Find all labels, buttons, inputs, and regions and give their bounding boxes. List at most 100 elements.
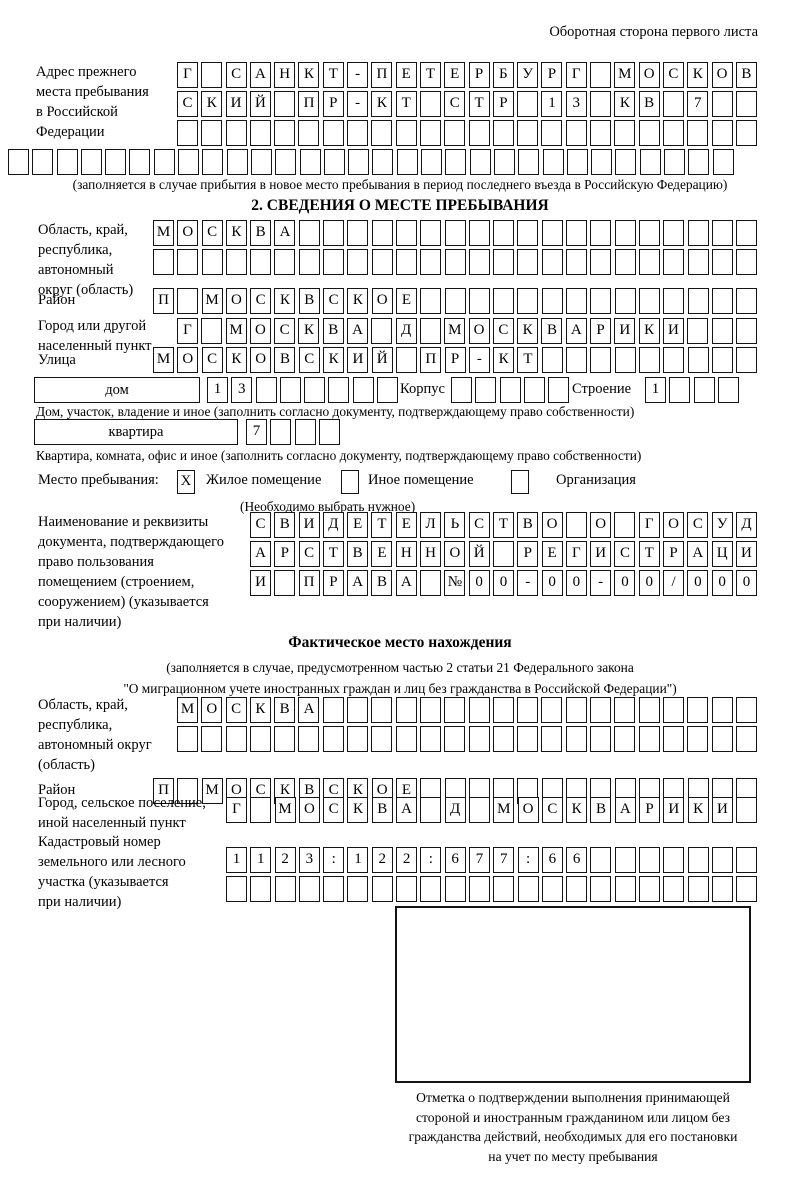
char-cell[interactable]: И bbox=[614, 318, 636, 344]
char-cell[interactable]: С bbox=[468, 512, 490, 538]
char-cell[interactable] bbox=[322, 726, 344, 752]
char-cell[interactable]: 0 bbox=[735, 570, 757, 596]
char-cell[interactable]: Р bbox=[492, 91, 514, 117]
char-cell[interactable] bbox=[421, 149, 443, 175]
char-cell[interactable]: 2 bbox=[371, 847, 393, 873]
char-cell[interactable] bbox=[420, 288, 442, 314]
char-cell[interactable]: 7 bbox=[468, 847, 490, 873]
char-cell[interactable] bbox=[377, 377, 399, 403]
char-cell[interactable] bbox=[735, 726, 757, 752]
char-cell[interactable] bbox=[225, 120, 247, 146]
char-cell[interactable]: О bbox=[517, 797, 539, 823]
char-cell[interactable] bbox=[565, 726, 587, 752]
char-cell[interactable]: М bbox=[225, 318, 247, 344]
char-cell[interactable]: Й bbox=[249, 91, 271, 117]
char-cell[interactable] bbox=[711, 249, 733, 275]
char-cell[interactable]: О bbox=[250, 347, 272, 373]
char-cell[interactable] bbox=[299, 149, 321, 175]
char-cell[interactable] bbox=[566, 347, 588, 373]
char-cell[interactable] bbox=[395, 697, 417, 723]
char-cell[interactable] bbox=[177, 249, 199, 275]
char-cell[interactable]: Е bbox=[395, 512, 417, 538]
char-cell[interactable] bbox=[468, 220, 490, 246]
char-cell[interactable] bbox=[687, 847, 709, 873]
char-cell[interactable]: В bbox=[517, 512, 539, 538]
char-cell[interactable] bbox=[614, 697, 636, 723]
char-cell[interactable] bbox=[395, 347, 417, 373]
char-cell[interactable] bbox=[468, 726, 490, 752]
char-cell[interactable] bbox=[687, 249, 709, 275]
char-cell[interactable] bbox=[444, 220, 466, 246]
char-cell[interactable]: В bbox=[541, 318, 563, 344]
char-cell[interactable]: / bbox=[663, 570, 685, 596]
char-cell[interactable]: С bbox=[541, 797, 563, 823]
char-cell[interactable] bbox=[736, 249, 758, 275]
char-cell[interactable]: И bbox=[662, 318, 684, 344]
char-cell[interactable]: С bbox=[323, 288, 345, 314]
char-cell[interactable]: С bbox=[323, 797, 345, 823]
char-cell[interactable] bbox=[517, 120, 539, 146]
char-cell[interactable] bbox=[711, 347, 733, 373]
char-cell[interactable] bbox=[274, 91, 296, 117]
char-cell[interactable]: С bbox=[274, 318, 296, 344]
char-cell[interactable]: О bbox=[371, 288, 393, 314]
char-cell[interactable]: Г bbox=[226, 797, 247, 823]
char-cell[interactable] bbox=[735, 318, 757, 344]
char-cell[interactable]: А bbox=[250, 541, 271, 567]
char-cell[interactable]: В bbox=[274, 347, 296, 373]
char-cell[interactable]: 6 bbox=[566, 847, 588, 873]
char-cell[interactable] bbox=[201, 249, 223, 275]
char-cell[interactable]: Й bbox=[468, 541, 490, 567]
char-cell[interactable] bbox=[736, 288, 758, 314]
char-cell[interactable] bbox=[541, 347, 563, 373]
char-cell[interactable]: : bbox=[517, 847, 539, 873]
char-cell[interactable]: С bbox=[492, 318, 514, 344]
char-cell[interactable] bbox=[590, 876, 612, 902]
char-cell[interactable]: М bbox=[201, 288, 223, 314]
char-cell[interactable] bbox=[371, 220, 393, 246]
char-cell[interactable] bbox=[541, 288, 563, 314]
char-cell[interactable]: К bbox=[225, 220, 247, 246]
char-cell[interactable] bbox=[347, 249, 369, 275]
char-cell[interactable] bbox=[638, 288, 660, 314]
char-cell[interactable]: Д bbox=[322, 512, 344, 538]
char-cell[interactable]: Е bbox=[371, 541, 393, 567]
char-cell[interactable]: С bbox=[201, 220, 223, 246]
char-cell[interactable] bbox=[444, 726, 466, 752]
char-cell[interactable]: О bbox=[177, 220, 199, 246]
char-cell[interactable] bbox=[590, 288, 612, 314]
char-cell[interactable] bbox=[590, 220, 612, 246]
char-cell[interactable]: Е bbox=[541, 541, 563, 567]
char-cell[interactable] bbox=[663, 249, 685, 275]
char-cell[interactable] bbox=[420, 797, 442, 823]
char-cell[interactable]: В bbox=[371, 570, 393, 596]
char-cell[interactable]: Д bbox=[395, 318, 417, 344]
char-cell[interactable] bbox=[663, 847, 685, 873]
char-cell[interactable]: К bbox=[298, 318, 320, 344]
char-cell[interactable] bbox=[274, 876, 296, 902]
char-cell[interactable] bbox=[419, 726, 441, 752]
char-cell[interactable]: М bbox=[274, 797, 296, 823]
char-cell[interactable] bbox=[662, 697, 684, 723]
char-cell[interactable] bbox=[178, 149, 200, 175]
char-cell[interactable] bbox=[298, 120, 320, 146]
char-cell[interactable]: Р bbox=[639, 797, 661, 823]
char-cell[interactable] bbox=[274, 570, 296, 596]
char-cell[interactable]: Т bbox=[322, 541, 344, 567]
char-cell[interactable]: 2 bbox=[274, 847, 296, 873]
char-cell[interactable] bbox=[499, 377, 521, 403]
char-cell[interactable] bbox=[493, 149, 515, 175]
char-cell[interactable]: П bbox=[298, 570, 320, 596]
char-cell[interactable]: О bbox=[590, 512, 612, 538]
char-cell[interactable] bbox=[323, 249, 345, 275]
char-cell[interactable]: Б bbox=[492, 62, 514, 88]
char-cell[interactable]: К bbox=[517, 318, 539, 344]
char-cell[interactable] bbox=[711, 318, 733, 344]
char-cell[interactable] bbox=[662, 726, 684, 752]
char-cell[interactable]: Т bbox=[322, 62, 344, 88]
char-cell[interactable] bbox=[347, 726, 369, 752]
char-cell[interactable]: К bbox=[347, 288, 369, 314]
char-cell[interactable]: С bbox=[225, 62, 247, 88]
char-cell[interactable]: И bbox=[663, 797, 685, 823]
char-cell[interactable] bbox=[270, 419, 292, 445]
